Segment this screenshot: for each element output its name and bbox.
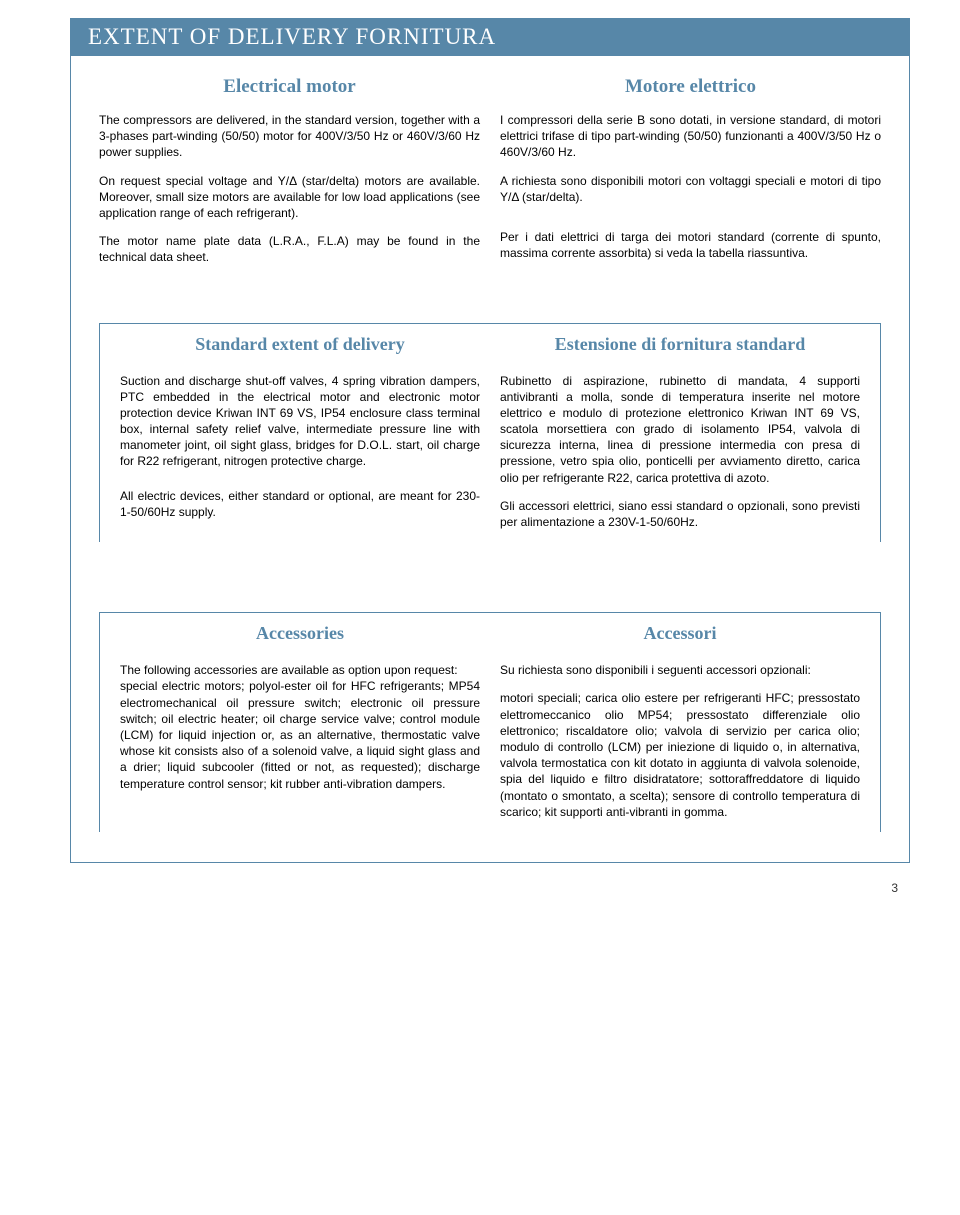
heading-accessories-en: Accessories [256, 623, 344, 643]
heading-standard-extent-it: Estensione di fornitura standard [555, 334, 806, 354]
heading-standard-extent-en: Standard extent of delivery [195, 334, 404, 354]
body-text: motori speciali; carica olio estere per … [500, 690, 860, 820]
body-text: Per i dati elettrici di targa dei motori… [500, 229, 881, 261]
body-text: On request special voltage and Y/Δ (star… [99, 173, 480, 222]
heading-electrical-motor-it: Motore elettrico [500, 76, 881, 98]
col-left: The following accessories are available … [120, 662, 480, 832]
col-right: Rubinetto di aspirazione, rubinetto di m… [500, 373, 860, 543]
body-text: Su richiesta sono disponibili i seguenti… [500, 662, 860, 678]
body-text: The motor name plate data (L.R.A., F.L.A… [99, 233, 480, 265]
col-left: The compressors are delivered, in the st… [99, 112, 480, 278]
title-bar: EXTENT OF DELIVERY FORNITURA [70, 18, 910, 56]
heading-accessories-it: Accessori [644, 623, 717, 643]
body-text: I compressori della serie B sono dotati,… [500, 112, 881, 161]
body-text: special electric motors; polyol-ester oi… [120, 678, 480, 791]
body-text: The following accessories are available … [120, 662, 480, 678]
page-number: 3 [70, 863, 910, 895]
col-left: Suction and discharge shut-off valves, 4… [120, 373, 480, 543]
col-right: Su richiesta sono disponibili i seguenti… [500, 662, 860, 832]
body-text: A richiesta sono disponibili motori con … [500, 173, 881, 205]
page-frame: EXTENT OF DELIVERY FORNITURA Electrical … [70, 18, 910, 863]
section-standard-extent: Standard extent of delivery Estensione d… [99, 323, 881, 543]
body-text: Suction and discharge shut-off valves, 4… [120, 373, 480, 470]
body-text: Gli accessori elettrici, siano essi stan… [500, 498, 860, 530]
col-right: I compressori della serie B sono dotati,… [500, 112, 881, 278]
body-text: All electric devices, either standard or… [120, 488, 480, 520]
body-text: The compressors are delivered, in the st… [99, 112, 480, 161]
heading-electrical-motor-en: Electrical motor [99, 76, 480, 98]
body-text: Rubinetto di aspirazione, rubinetto di m… [500, 373, 860, 486]
section-electrical-motor: Electrical motor Motore elettrico The co… [71, 56, 909, 283]
section-accessories: Accessories Accessori The following acce… [99, 612, 881, 832]
